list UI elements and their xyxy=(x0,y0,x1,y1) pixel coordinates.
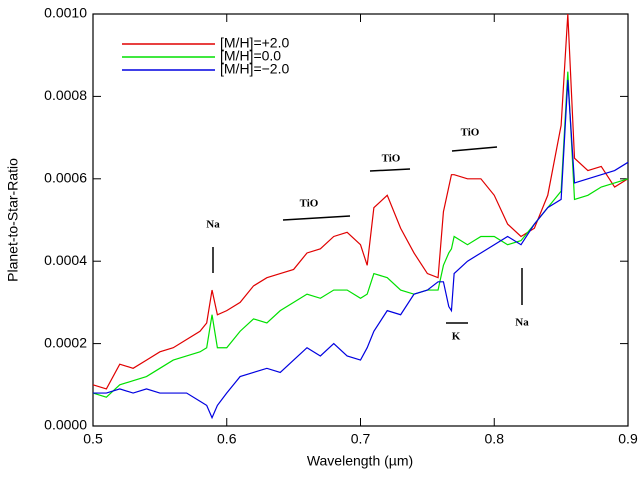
annotation-line xyxy=(451,146,498,152)
y-tick-label: 0.0010 xyxy=(44,5,87,21)
x-tick-label: 0.5 xyxy=(83,431,103,447)
legend-label: [M/H]=+2.0 xyxy=(220,35,289,51)
annotation-line xyxy=(282,215,351,221)
series-line xyxy=(93,79,629,420)
y-tick-label: 0.0006 xyxy=(44,170,87,186)
annotation: TiO xyxy=(382,153,401,165)
series-line xyxy=(92,13,629,390)
annotation: TiO xyxy=(300,198,319,210)
x-tick-label: 0.6 xyxy=(217,431,237,447)
x-axis-label: Wavelength (µm) xyxy=(307,453,413,469)
y-tick-label: 0.0008 xyxy=(44,87,87,103)
plot-frame xyxy=(92,13,629,427)
annotation: K xyxy=(452,331,461,343)
y-tick-label: 0.0004 xyxy=(44,252,87,268)
legend-label: [M/H]=−2.0 xyxy=(220,61,289,77)
y-tick-label: 0.0000 xyxy=(44,417,87,433)
x-tick-label: 0.9 xyxy=(618,431,638,447)
y-tick-label: 0.0002 xyxy=(44,334,87,350)
annotation: Na xyxy=(206,219,220,231)
legend-label: [M/H]=0.0 xyxy=(220,48,281,64)
x-tick-label: 0.7 xyxy=(351,431,371,447)
y-axis-label: Planet-to-Star-Ratio xyxy=(5,158,21,282)
x-tick-label: 0.8 xyxy=(485,431,505,447)
annotation: Na xyxy=(515,317,529,329)
annotation: TiO xyxy=(461,127,480,139)
annotation-line xyxy=(369,168,411,172)
